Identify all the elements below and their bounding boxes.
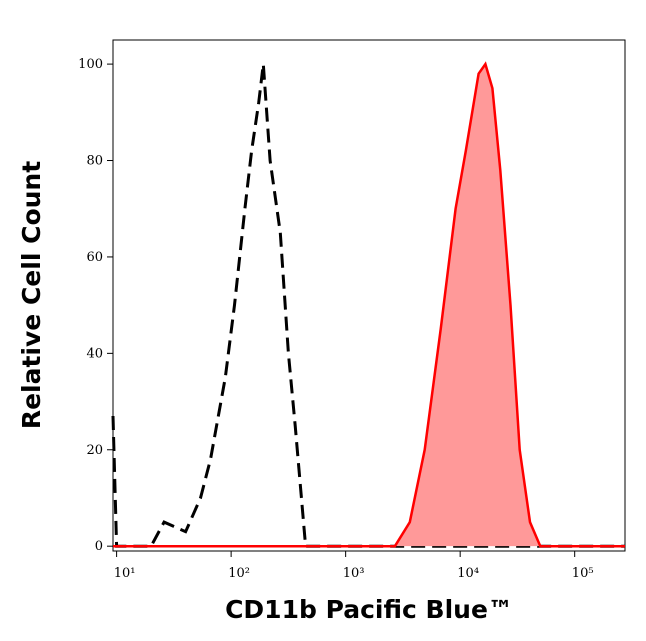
histogram-line: [113, 61, 625, 548]
y-tick-label: 60: [86, 250, 103, 265]
y-tick-label: 20: [86, 443, 103, 458]
y-tick-label: 100: [78, 57, 103, 72]
x-tick-label: 10²: [228, 566, 250, 581]
x-tick-label: 10⁴: [457, 566, 479, 581]
x-axis-title: CD11b Pacific Blue™: [225, 595, 513, 624]
x-tick-label: 10¹: [114, 566, 136, 581]
plot-frame: [112, 39, 626, 552]
x-tick-label: 10⁵: [572, 566, 594, 581]
y-tick-label: 0: [95, 539, 103, 554]
histogram-line: [111, 63, 625, 548]
histogram-area: [113, 64, 625, 547]
y-axis-title: Relative Cell Count: [17, 161, 46, 429]
y-tick-label: 80: [86, 154, 103, 169]
y-tick-label: 40: [86, 346, 103, 361]
x-tick-label: 10³: [343, 566, 365, 581]
